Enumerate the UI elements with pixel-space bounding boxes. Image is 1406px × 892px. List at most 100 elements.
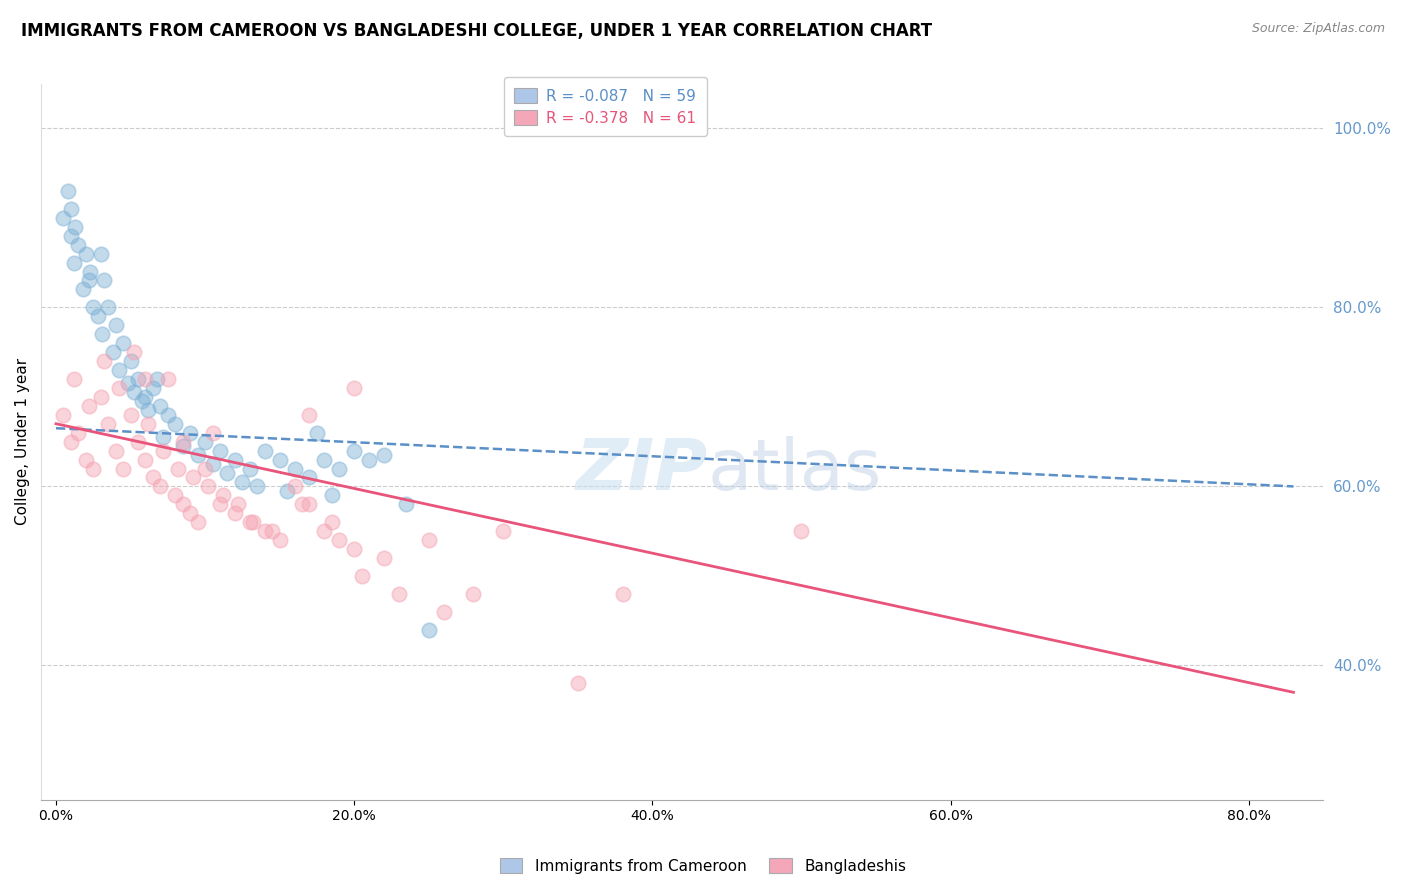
Point xyxy=(253,524,276,538)
Point xyxy=(343,443,366,458)
Point xyxy=(201,457,224,471)
Point xyxy=(291,497,314,511)
Point xyxy=(67,425,90,440)
Point xyxy=(59,228,82,243)
Point xyxy=(101,345,124,359)
Point xyxy=(63,372,86,386)
Point xyxy=(433,605,456,619)
Point xyxy=(63,255,86,269)
Point xyxy=(314,524,336,538)
Point xyxy=(187,515,209,529)
Point xyxy=(142,381,165,395)
Point xyxy=(197,479,219,493)
Point xyxy=(156,408,179,422)
Point xyxy=(112,461,135,475)
Text: IMMIGRANTS FROM CAMEROON VS BANGLADESHI COLLEGE, UNDER 1 YEAR CORRELATION CHART: IMMIGRANTS FROM CAMEROON VS BANGLADESHI … xyxy=(21,22,932,40)
Point xyxy=(56,184,79,198)
Point xyxy=(418,623,440,637)
Point xyxy=(284,461,307,475)
Point xyxy=(343,542,366,557)
Point xyxy=(328,533,350,548)
Point xyxy=(343,381,366,395)
Point xyxy=(359,452,381,467)
Point xyxy=(172,434,194,449)
Point xyxy=(208,497,231,511)
Point xyxy=(77,399,100,413)
Text: Source: ZipAtlas.com: Source: ZipAtlas.com xyxy=(1251,22,1385,36)
Point xyxy=(165,417,187,431)
Point xyxy=(298,408,321,422)
Point xyxy=(463,587,485,601)
Point xyxy=(93,273,115,287)
Point xyxy=(179,425,201,440)
Point xyxy=(77,273,100,287)
Point xyxy=(131,394,153,409)
Point xyxy=(298,497,321,511)
Point xyxy=(165,488,187,502)
Point xyxy=(97,301,120,315)
Point xyxy=(194,461,217,475)
Point xyxy=(79,264,101,278)
Point xyxy=(217,466,239,480)
Point xyxy=(212,488,235,502)
Point xyxy=(567,676,589,690)
Point xyxy=(67,237,90,252)
Legend: R = -0.087   N = 59, R = -0.378   N = 61: R = -0.087 N = 59, R = -0.378 N = 61 xyxy=(503,77,707,136)
Point xyxy=(224,506,246,520)
Point xyxy=(59,202,82,216)
Point xyxy=(298,470,321,484)
Point xyxy=(246,479,269,493)
Point xyxy=(52,408,75,422)
Point xyxy=(138,417,160,431)
Point xyxy=(239,515,262,529)
Point xyxy=(90,246,112,260)
Point xyxy=(75,452,97,467)
Point xyxy=(120,354,142,368)
Point xyxy=(52,211,75,225)
Point xyxy=(790,524,813,538)
Point xyxy=(305,425,328,440)
Point xyxy=(388,587,411,601)
Point xyxy=(172,439,194,453)
Point xyxy=(276,483,298,498)
Point xyxy=(156,372,179,386)
Point xyxy=(224,452,246,467)
Point xyxy=(82,461,104,475)
Point xyxy=(117,376,139,391)
Point xyxy=(149,479,172,493)
Point xyxy=(134,372,156,386)
Point xyxy=(395,497,418,511)
Point xyxy=(373,551,395,566)
Point xyxy=(59,434,82,449)
Point xyxy=(314,452,336,467)
Point xyxy=(231,475,253,489)
Point xyxy=(75,246,97,260)
Point xyxy=(242,515,264,529)
Point xyxy=(142,470,165,484)
Point xyxy=(65,219,87,234)
Y-axis label: College, Under 1 year: College, Under 1 year xyxy=(15,358,30,525)
Point xyxy=(172,497,194,511)
Point xyxy=(269,533,291,548)
Text: ZIP: ZIP xyxy=(575,436,707,505)
Point xyxy=(152,443,174,458)
Point xyxy=(226,497,249,511)
Point xyxy=(104,318,127,333)
Point xyxy=(134,452,156,467)
Point xyxy=(87,310,110,324)
Point xyxy=(328,461,350,475)
Point xyxy=(122,385,145,400)
Point xyxy=(350,569,373,583)
Point xyxy=(112,336,135,351)
Point xyxy=(104,443,127,458)
Point xyxy=(373,448,395,462)
Point xyxy=(208,443,231,458)
Point xyxy=(418,533,440,548)
Point xyxy=(138,403,160,417)
Point xyxy=(321,488,343,502)
Point xyxy=(120,408,142,422)
Point xyxy=(239,461,262,475)
Point xyxy=(612,587,634,601)
Point xyxy=(253,443,276,458)
Point xyxy=(72,282,94,296)
